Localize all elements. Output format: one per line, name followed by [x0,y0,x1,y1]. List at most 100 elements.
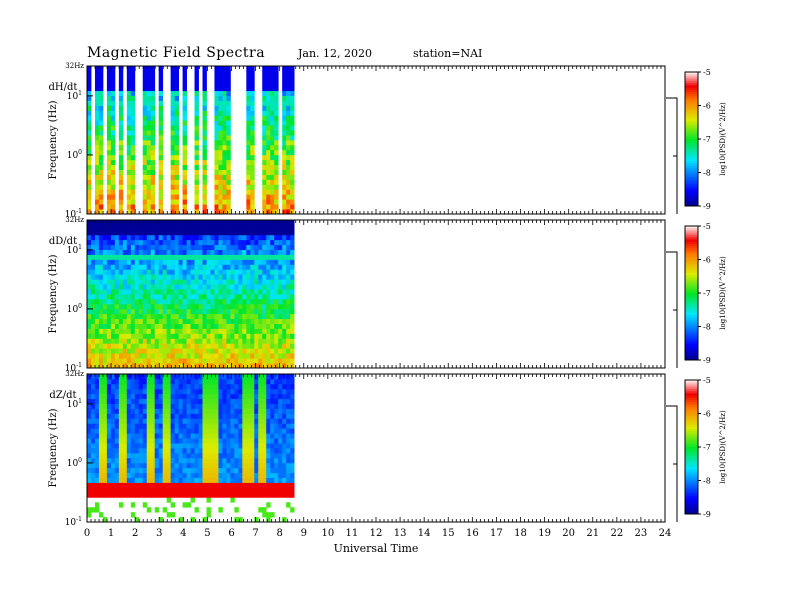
heatmap-cell [138,338,144,344]
heatmap-cell [146,303,152,310]
heatmap-cell [230,269,235,275]
heatmap-cell [158,135,164,141]
heatmap-cell [230,220,235,226]
heatmap-cell [90,284,96,290]
heatmap-cell [206,418,211,424]
heatmap-cell [270,66,275,72]
heatmap-cell [198,229,203,236]
heatmap-cell [110,423,116,429]
heatmap-cell [106,284,112,290]
colorbar-swatch [685,266,698,269]
heatmap-cell [134,234,140,241]
heatmap-cell [250,308,255,315]
heatmap-cell [226,358,231,364]
heatmap-cell [206,308,211,315]
heatmap-cell [122,472,128,478]
heatmap-cell [170,393,176,400]
heatmap-cell [102,457,108,464]
heatmap-cell [250,467,255,474]
heatmap-cell [286,224,291,231]
heatmap-cell [202,179,207,185]
heatmap-cell [206,433,211,439]
heatmap-cell [106,492,112,498]
heatmap-cell [138,318,144,324]
heatmap-cell [274,289,279,295]
heatmap-cell [186,418,191,424]
heatmap-cell [158,378,164,385]
heatmap-cell [198,298,203,305]
heatmap-cell [270,423,275,429]
heatmap-cell [250,378,255,385]
heatmap-cell [114,239,120,246]
heatmap-cell [262,403,267,409]
heatmap-cell [118,204,124,210]
heatmap-cell [126,348,132,354]
heatmap-cell [262,418,267,424]
heatmap-cell [186,333,191,339]
heatmap-cell [274,323,279,329]
heatmap-cell [98,194,104,200]
heatmap-cell [266,358,271,364]
heatmap-cell [158,467,164,474]
heatmap-cell [266,239,271,246]
heatmap-cell [182,443,187,449]
colorbar-swatch [685,384,698,388]
heatmap-cell [90,423,96,429]
heatmap-cell [110,164,116,170]
heatmap-cell [158,154,164,161]
heatmap-cell [266,393,271,400]
heatmap-cell [266,482,271,488]
heatmap-cell [162,338,168,344]
heatmap-cell [122,383,128,390]
heatmap-cell [278,224,283,231]
heatmap-cell [142,492,148,498]
heatmap-cell [122,428,128,434]
heatmap-cell [98,224,104,231]
heatmap-cell [186,220,191,226]
heatmap-cell [118,140,124,146]
heatmap-cell [266,284,271,290]
heatmap-cell [218,220,223,226]
heatmap-cell [274,443,279,449]
heatmap-cell [282,220,287,226]
heatmap-cell [170,254,176,260]
heatmap-cell [174,418,180,424]
heatmap-cell [90,443,96,449]
heatmap-cell [150,184,156,190]
heatmap-cell [274,204,279,210]
heatmap-cell [242,408,247,414]
heatmap-cell [142,115,148,121]
heatmap-cell [238,224,243,231]
heatmap-cell [87,209,92,215]
colorbar-swatch [685,473,698,477]
heatmap-cell [87,298,92,305]
heatmap-cell [178,239,183,246]
heatmap-cell [234,259,239,265]
colorbar-swatch [685,163,698,167]
heatmap-cell [218,269,223,275]
heatmap-cell [278,363,283,369]
heatmap-cell [198,313,203,320]
heatmap-cell [98,120,104,126]
heatmap-cell [218,209,223,215]
heatmap-cell [246,120,251,126]
heatmap-cell [122,492,128,498]
heatmap-cell [214,289,219,295]
heatmap-cell [146,383,152,390]
heatmap-cell [190,323,195,329]
heatmap-cell [290,457,295,464]
heatmap-cell [218,298,223,305]
heatmap-cell [174,477,180,483]
heatmap-cell [98,140,104,146]
heatmap-cell [150,294,156,300]
colorbar-swatch [685,386,698,390]
heatmap-cell [238,487,243,493]
heatmap-cell [110,110,116,116]
heatmap-cell [102,358,108,364]
heatmap-cell [190,413,195,419]
heatmap-cell [230,224,235,231]
heatmap-cell [250,179,255,185]
x-tick-label: 7 [252,528,258,539]
heatmap-cell [118,194,124,200]
heatmap-cell [126,209,132,215]
